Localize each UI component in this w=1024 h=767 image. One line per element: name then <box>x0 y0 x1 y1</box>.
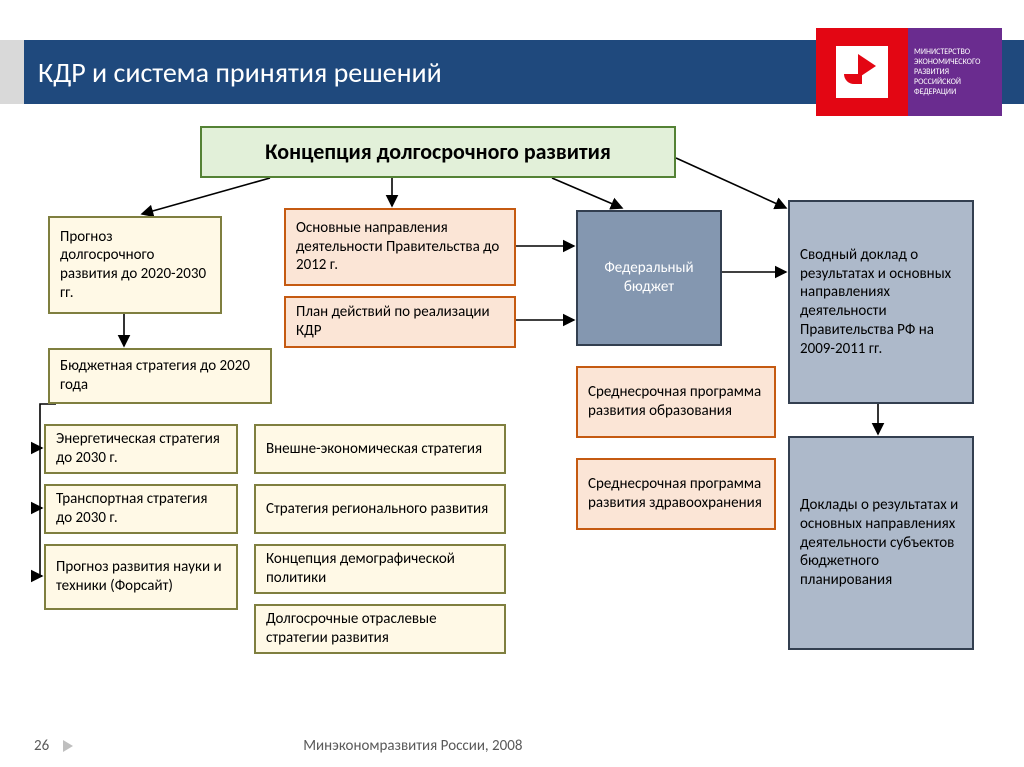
ministry-name: МИНИСТЕРСТВО ЭКОНОМИЧЕСКОГО РАЗВИТИЯ РОС… <box>908 28 1002 116</box>
slide-footer: 26 Минэкономразвития России, 2008 <box>0 737 1024 755</box>
node-health-program: Среднесрочная программа развития здравоо… <box>576 458 776 530</box>
node-subject-reports: Доклады о результатах и основных направл… <box>788 436 974 650</box>
footer-source: Минэкономразвития России, 2008 <box>303 737 522 755</box>
node-science-forecast: Прогноз развития науки и техники (Форсай… <box>44 544 238 610</box>
title-accent <box>0 40 24 104</box>
ministry-logo: МИНИСТЕРСТВО ЭКОНОМИЧЕСКОГО РАЗВИТИЯ РОС… <box>816 28 1002 116</box>
node-energy-strategy: Энергетическая стратегия до 2030 г. <box>44 424 238 474</box>
node-concept: Концепция долгосрочного развития <box>200 126 676 178</box>
node-regional-strategy: Стратегия регионального развития <box>254 484 506 534</box>
node-directions: Основные направления деятельности Правит… <box>284 208 516 286</box>
logo-arrow-icon <box>816 28 908 116</box>
node-education-program: Среднесрочная программа развития образов… <box>576 366 776 438</box>
node-federal-budget: Федеральный бюджет <box>576 210 722 346</box>
node-demographic-concept: Концепция демографической политики <box>254 544 506 594</box>
node-forecast: Прогноз долгосрочного развития до 2020-2… <box>48 216 222 314</box>
footer-triangle-icon <box>63 740 73 752</box>
node-plan: План действий по реализации КДР <box>284 296 516 348</box>
node-sectoral-strategies: Долгосрочные отраслевые стратегии развит… <box>254 604 506 654</box>
page-number: 26 <box>34 737 49 755</box>
node-summary-report: Сводный доклад о результатах и основных … <box>788 200 974 404</box>
diagram-canvas: Концепция долгосрочного развития Прогноз… <box>0 118 1024 715</box>
node-transport-strategy: Транспортная стратегия до 2030 г. <box>44 484 238 534</box>
node-budget-strategy: Бюджетная стратегия до 2020 года <box>48 348 272 404</box>
node-foreign-econ-strategy: Внешне-экономическая стратегия <box>254 424 506 474</box>
